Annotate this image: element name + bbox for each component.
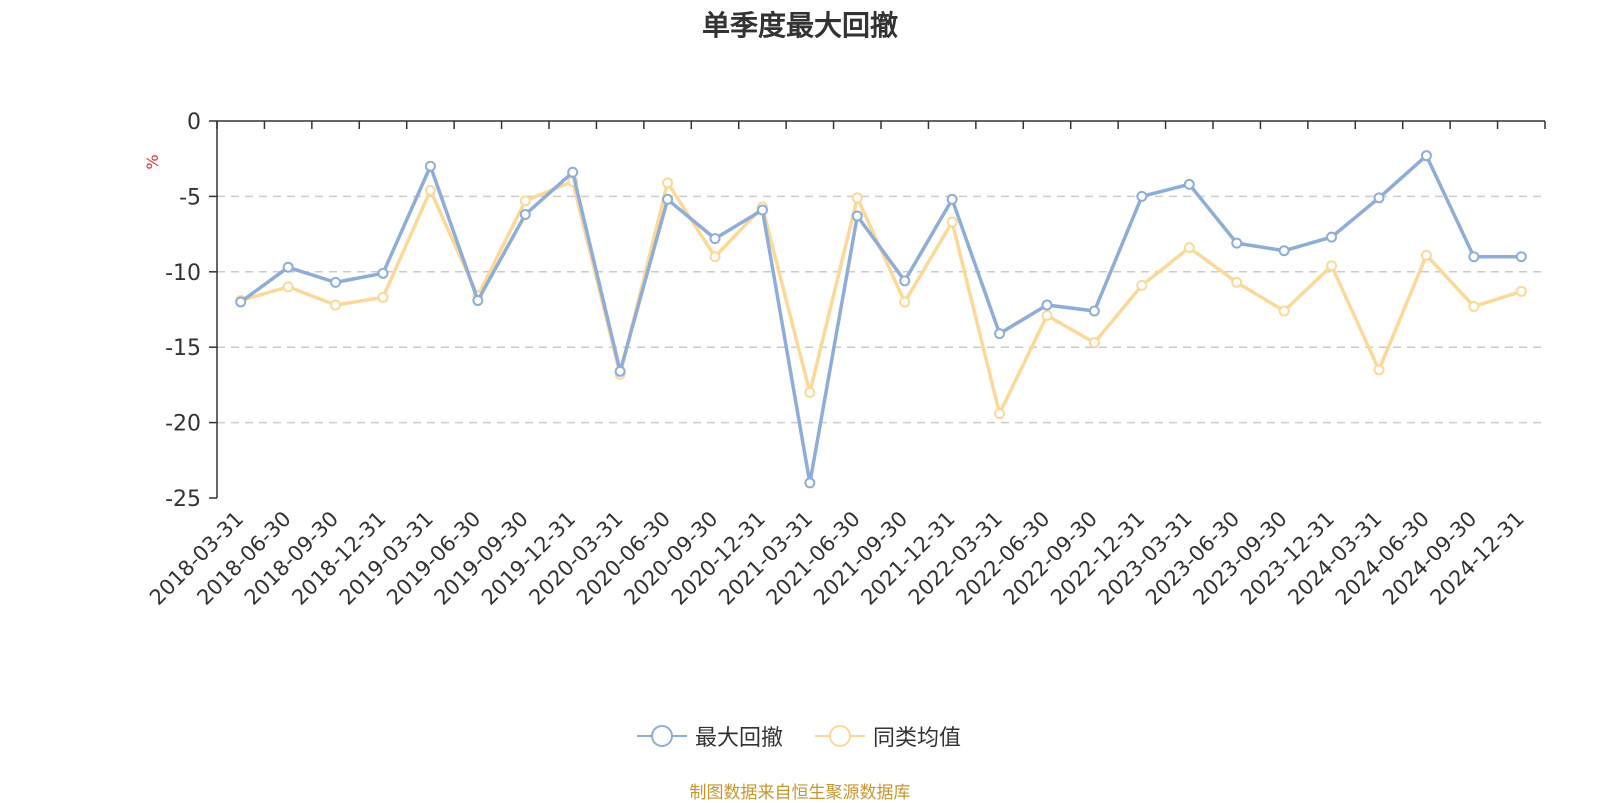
data-point <box>424 160 436 172</box>
data-point <box>994 408 1006 420</box>
source-note: 制图数据来自恒生聚源数据库 <box>689 783 911 803</box>
data-point <box>662 193 674 205</box>
data-point <box>1041 299 1053 311</box>
data-point <box>1420 249 1432 261</box>
data-point <box>1088 337 1100 349</box>
legend-marker-icon <box>815 725 865 747</box>
y-tick-label: -15 <box>165 336 201 361</box>
data-point <box>519 208 531 220</box>
data-point <box>282 281 294 293</box>
data-point <box>709 251 721 263</box>
y-tick-label: 0 <box>187 110 201 135</box>
data-point <box>1041 310 1053 322</box>
data-point <box>1468 300 1480 312</box>
data-point <box>1326 260 1338 272</box>
data-point <box>377 267 389 279</box>
data-point <box>994 328 1006 340</box>
data-point <box>1515 251 1527 263</box>
data-point <box>282 261 294 273</box>
data-point <box>614 365 626 377</box>
data-point <box>1468 251 1480 263</box>
data-point <box>1278 245 1290 257</box>
data-point <box>709 233 721 245</box>
data-point <box>1183 242 1195 254</box>
legend-label: 同类均值 <box>873 726 962 751</box>
legend-item-0[interactable]: 最大回撤 <box>637 720 783 752</box>
data-point <box>1278 305 1290 317</box>
data-point <box>756 204 768 216</box>
data-point <box>1183 178 1195 190</box>
legend-item-1[interactable]: 同类均值 <box>815 720 961 752</box>
data-point <box>472 294 484 306</box>
data-point <box>851 210 863 222</box>
data-point <box>1136 190 1148 202</box>
data-point <box>567 166 579 178</box>
chart-title: 单季度最大回撤 <box>701 9 898 42</box>
data-point <box>1326 231 1338 243</box>
data-point <box>235 296 247 308</box>
y-tick-label: -25 <box>165 487 201 512</box>
data-point <box>1515 285 1527 297</box>
axes <box>209 120 1546 499</box>
data-point <box>899 275 911 287</box>
data-point <box>946 216 958 228</box>
data-point <box>377 291 389 303</box>
data-point <box>330 299 342 311</box>
data-point <box>662 177 674 189</box>
data-point <box>1136 279 1148 291</box>
data-point <box>1373 364 1385 376</box>
data-point <box>1231 276 1243 288</box>
data-point <box>899 296 911 308</box>
grid-lines <box>217 195 1545 424</box>
axis-labels: 0-5-10-15-20-25%2018-03-312018-06-302018… <box>143 110 1529 610</box>
y-tick-label: -10 <box>165 261 201 286</box>
y-tick-label: -20 <box>165 412 201 437</box>
y-tick-label: -5 <box>179 185 201 210</box>
series-line-1 <box>240 179 1522 416</box>
data-point <box>1373 192 1385 204</box>
legend-label: 最大回撤 <box>695 726 784 751</box>
y-axis-unit: % <box>143 154 162 169</box>
legend-marker-icon <box>637 725 687 747</box>
data-point <box>1420 150 1432 162</box>
data-point <box>851 192 863 204</box>
data-point <box>804 477 816 489</box>
data-point <box>330 276 342 288</box>
data-point <box>804 386 816 398</box>
data-point <box>946 193 958 205</box>
series-line-0 <box>239 153 1522 485</box>
series-lines <box>235 150 1527 489</box>
data-point <box>1088 305 1100 317</box>
data-point <box>1231 237 1243 249</box>
data-point <box>519 195 531 207</box>
data-point <box>424 184 436 196</box>
